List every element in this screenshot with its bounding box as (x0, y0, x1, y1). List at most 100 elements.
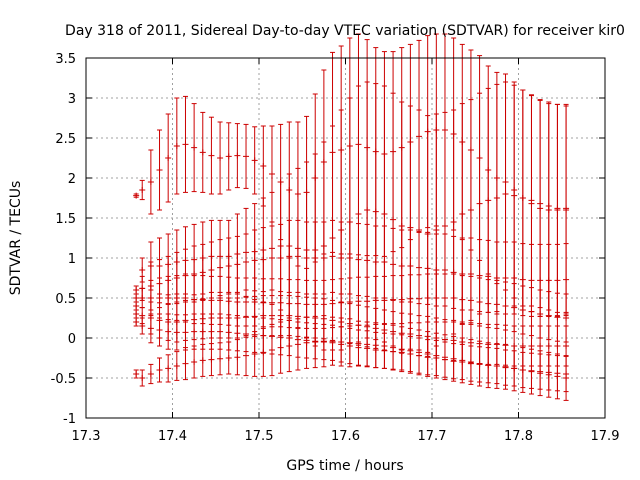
point-marker (165, 155, 172, 161)
point-marker (537, 343, 544, 349)
point-marker (467, 207, 474, 213)
point-marker (208, 328, 215, 335)
point-marker (364, 257, 371, 264)
point-marker (225, 329, 232, 336)
x-tick-label: 17.9 (591, 429, 620, 444)
point-marker (459, 211, 466, 217)
x-tick-label: 17.4 (158, 429, 187, 444)
data-point (519, 347, 526, 393)
point-marker (502, 191, 509, 197)
data-point (208, 116, 215, 195)
point-marker (294, 253, 301, 260)
point-marker (407, 347, 414, 354)
point-marker (346, 339, 353, 346)
point-marker (147, 179, 154, 185)
data-point (156, 129, 163, 211)
point-marker (519, 276, 526, 283)
y-tick-label: -0.5 (51, 372, 76, 387)
data-point (217, 121, 224, 195)
point-marker (528, 343, 535, 349)
point-marker (312, 339, 319, 345)
point-marker (355, 211, 362, 217)
y-tick-label: 1 (68, 252, 76, 267)
data-point (139, 369, 146, 387)
point-marker (424, 351, 431, 357)
point-marker (133, 192, 140, 199)
data-point (147, 363, 154, 385)
point-marker (424, 295, 431, 301)
point-marker (398, 296, 405, 303)
data-point (485, 342, 492, 389)
point-marker (441, 354, 448, 361)
data-point (416, 274, 423, 324)
data-point (286, 319, 293, 373)
data-point (329, 316, 336, 366)
data-point (493, 343, 500, 389)
point-marker (268, 171, 275, 177)
point-marker (225, 355, 232, 361)
point-marker (502, 275, 509, 281)
point-marker (441, 267, 448, 273)
data-point (139, 179, 146, 201)
point-marker (338, 339, 345, 345)
point-marker (173, 329, 180, 336)
data-point (338, 317, 345, 367)
point-marker (563, 375, 570, 381)
point-marker (320, 255, 327, 261)
point-marker (459, 357, 466, 364)
point-marker (502, 363, 509, 370)
point-marker (303, 339, 310, 346)
point-marker (217, 264, 224, 271)
point-marker (133, 371, 140, 377)
data-point (563, 355, 570, 401)
point-marker (251, 157, 258, 164)
point-marker (286, 312, 293, 319)
data-point (398, 326, 405, 373)
point-marker (173, 363, 180, 369)
point-marker (407, 295, 414, 302)
point-marker (372, 208, 379, 215)
data-point (355, 320, 362, 367)
point-marker (217, 328, 224, 335)
point-marker (554, 205, 561, 212)
data-point (251, 126, 258, 195)
axis-ticks: 17.3 17.4 17.5 17.6 17.7 17.8 17.9 -1 -0.5 0 0.5 1 1… (51, 52, 620, 444)
data-point (268, 323, 275, 377)
data-point (433, 332, 440, 379)
point-marker (320, 338, 327, 345)
point-marker (493, 301, 500, 308)
data-point (303, 316, 310, 369)
data-point (502, 343, 509, 390)
data-point (485, 279, 492, 329)
point-marker (286, 253, 293, 260)
data-point (225, 122, 232, 191)
point-marker (364, 207, 371, 213)
point-marker (537, 200, 544, 207)
point-marker (234, 330, 241, 337)
point-marker (416, 349, 423, 356)
point-marker (511, 275, 518, 281)
data-point (441, 334, 448, 381)
point-marker (251, 257, 258, 264)
point-marker (133, 295, 140, 301)
data-point (554, 353, 561, 400)
point-marker (511, 304, 518, 311)
point-marker (528, 368, 535, 375)
x-tick-label: 17.7 (418, 429, 447, 444)
x-tick-label: 17.5 (245, 429, 274, 444)
series-7 (133, 315, 570, 401)
data-point (260, 125, 267, 207)
point-marker (398, 223, 405, 229)
y-tick-label: 3 (68, 92, 76, 107)
data-point (199, 343, 206, 377)
point-marker (133, 287, 140, 293)
point-marker (381, 211, 388, 217)
point-marker (441, 295, 448, 301)
point-marker (381, 259, 388, 265)
data-point (243, 335, 250, 377)
data-point (182, 347, 189, 381)
point-marker (156, 295, 163, 301)
point-marker (355, 298, 362, 305)
data-points (133, 33, 570, 401)
point-marker (191, 359, 198, 365)
